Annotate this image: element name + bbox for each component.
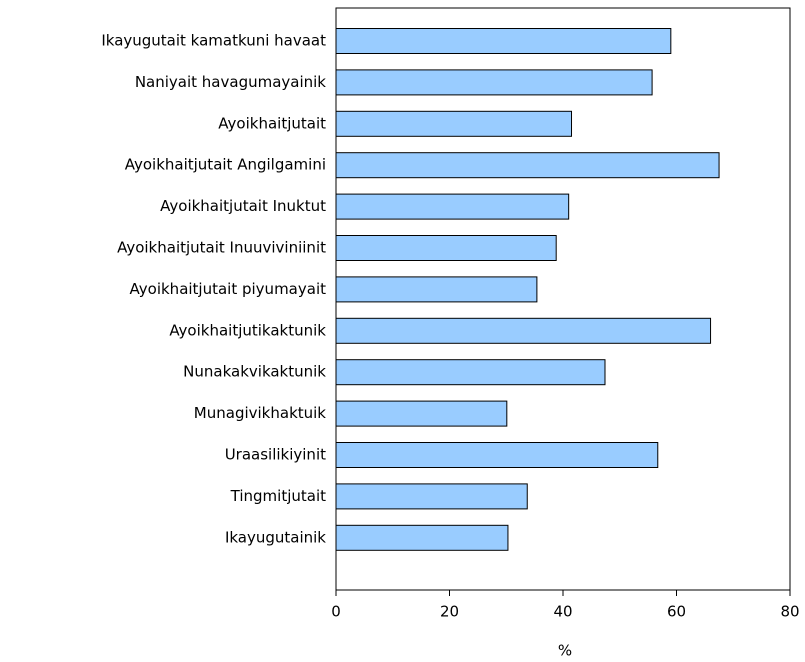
bar [335,152,720,179]
bar [335,524,509,551]
y-tick-label: Ayoikhaitjutikaktunik [169,321,326,339]
x-tick-label: 60 [667,603,686,621]
bar [335,110,573,137]
y-tick-label: Ayoikhaitjutait Angilgamini [125,156,326,174]
y-tick-label: Ayoikhaitjutait Inuktut [160,197,326,215]
y-tick-label: Munagivikhaktuik [194,404,327,422]
y-tick-label: Ayoikhaitjutait Inuuviviniinit [117,239,326,257]
x-tick-label: 20 [440,603,459,621]
bar [335,317,712,344]
y-tick-label: Ikayugutainik [225,528,326,546]
y-tick-label: Ikayugutait kamatkuni havaat [101,32,326,50]
y-tick-label: Uraasilikiyinit [225,446,326,464]
bar [335,276,538,303]
y-tick-label: Ayoikhaitjutait [218,114,326,132]
x-tick-label: 80 [780,603,799,621]
bar [335,400,508,427]
y-tick-label: Naniyait havagumayainik [135,73,326,91]
x-axis-label: % [558,642,572,660]
bar [335,483,528,510]
bar [335,235,557,261]
bar [335,359,606,386]
y-tick-label: Ayoikhaitjutait piyumayait [130,280,327,298]
bar [335,28,672,54]
y-tick-label: Tingmitjutait [230,487,326,505]
bar [335,442,659,468]
bar [335,193,570,220]
x-tick-label: 40 [553,603,572,621]
x-tick-label: 0 [331,603,341,621]
y-tick-label: Nunakakvikaktunik [183,363,326,381]
bar [335,69,653,96]
